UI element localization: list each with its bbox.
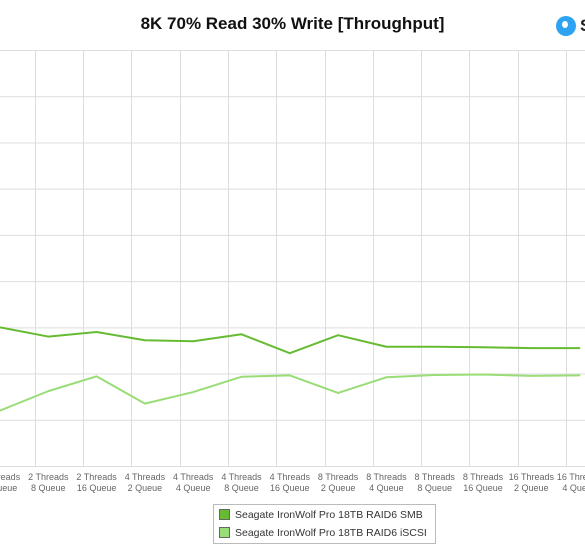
chart-legend: Seagate IronWolf Pro 18TB RAID6 SMB Seag… xyxy=(213,504,436,544)
x-tick-label: 4 Threads 2 Queue xyxy=(125,472,166,493)
data-point xyxy=(288,352,291,355)
logo-icon xyxy=(556,16,576,36)
legend-item-iscsi[interactable]: Seagate IronWolf Pro 18TB RAID6 iSCSI xyxy=(219,525,427,541)
data-point xyxy=(0,409,1,412)
data-point xyxy=(47,335,50,338)
data-point xyxy=(192,391,195,393)
x-tick-label: 8 Threads 16 Queue xyxy=(463,472,504,493)
data-point xyxy=(192,340,195,343)
legend-item-smb[interactable]: Seagate IronWolf Pro 18TB RAID6 SMB xyxy=(219,507,423,523)
data-point xyxy=(337,392,339,394)
x-tick-label: 4 Threads 4 Queue xyxy=(173,472,214,493)
data-point xyxy=(482,346,484,349)
x-tick-label: 8 Threads 2 Queue xyxy=(318,472,359,493)
data-point xyxy=(144,339,146,342)
x-tick-label: 8 Threads 8 Queue xyxy=(415,472,456,493)
data-point xyxy=(385,376,388,379)
legend-swatch-iscsi xyxy=(219,526,230,538)
x-tick-label: 4 Threads 8 Queue xyxy=(221,472,262,493)
data-point xyxy=(144,402,146,405)
data-point xyxy=(530,374,533,377)
data-point xyxy=(530,347,533,350)
data-point xyxy=(433,345,436,348)
x-tick-label: 8 Threads 4 Queue xyxy=(366,472,407,493)
x-tick-label: 4 Threads 16 Queue xyxy=(270,472,311,493)
series-line-0 xyxy=(0,326,580,355)
data-point xyxy=(288,374,291,377)
x-tick-label: 16 Threads 2 Queue xyxy=(509,472,555,493)
data-point xyxy=(240,375,243,378)
data-point xyxy=(0,326,1,329)
data-point xyxy=(337,334,339,337)
data-point xyxy=(482,373,484,376)
data-point xyxy=(578,347,581,350)
data-point xyxy=(95,375,98,378)
data-point xyxy=(578,374,581,377)
series-line-1 xyxy=(0,373,580,412)
data-point xyxy=(47,390,50,393)
legend-swatch-smb xyxy=(219,508,230,520)
legend-label-smb: Seagate IronWolf Pro 18TB RAID6 SMB xyxy=(235,509,423,521)
data-point xyxy=(95,331,98,333)
chart-title: 8K 70% Read 30% Write [Throughput] xyxy=(140,14,445,33)
data-point xyxy=(240,333,243,336)
x-tick-label: 2 Threads 8 Queue xyxy=(28,472,69,493)
data-point xyxy=(433,374,436,376)
data-point xyxy=(385,345,388,348)
brand-logo: S xyxy=(556,16,585,38)
legend-label-iscsi: Seagate IronWolf Pro 18TB RAID6 iSCSI xyxy=(235,527,427,539)
logo-text: S xyxy=(580,16,585,36)
x-tick-label: 2 Threads 16 Queue xyxy=(76,472,117,493)
